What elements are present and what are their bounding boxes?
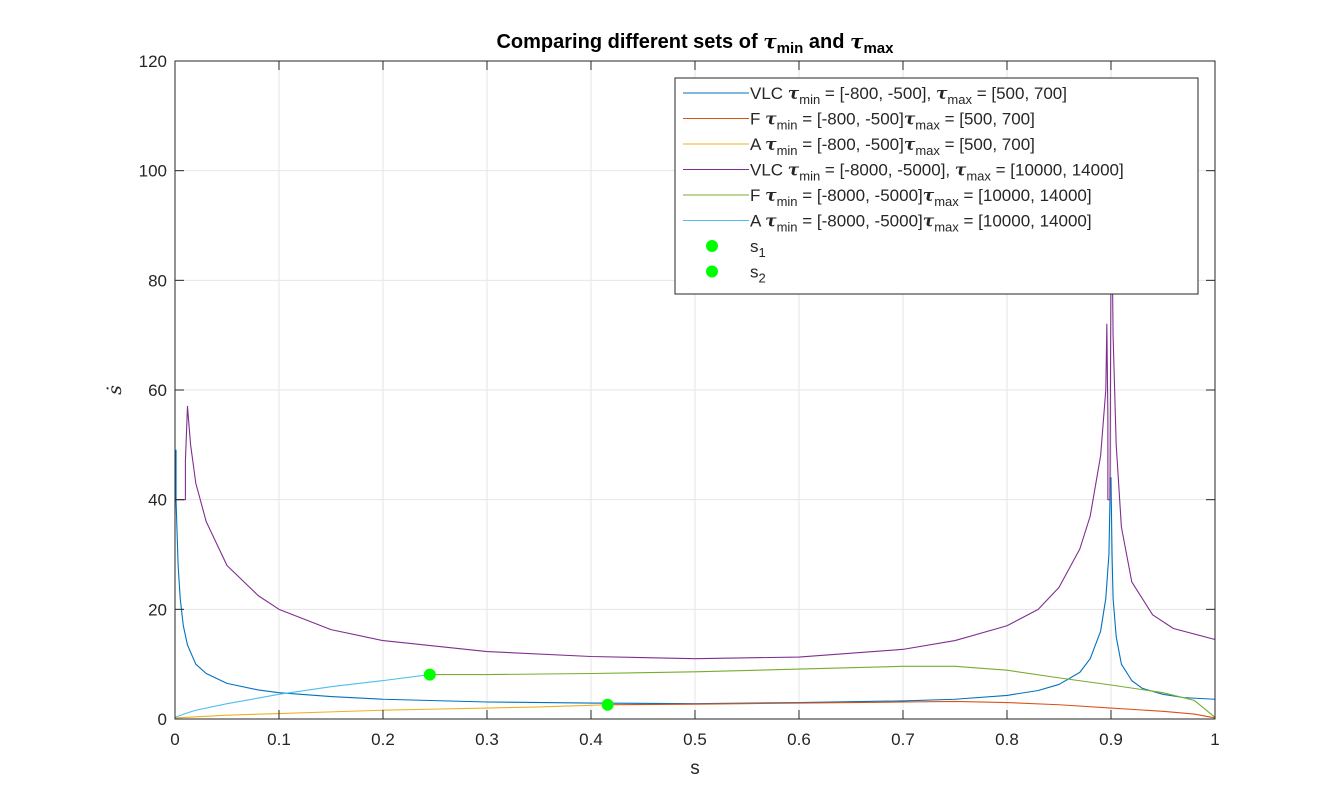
x-tick-label: 0.2 [371,730,395,749]
marker-s1 [601,698,614,711]
legend-label-2: F τmin = [-800, -500]τmax = [500, 700] [750,110,1035,133]
y-tick-label: 40 [148,491,167,510]
x-tick-label: 0.6 [787,730,811,749]
marker-s2 [423,668,436,681]
y-tick-label: 80 [148,271,167,290]
series-line-5 [429,665,1216,718]
legend-label-6: A τmin = [-8000, -5000]τmax = [10000, 14… [750,212,1092,235]
series-line-6 [174,674,430,718]
marker-layer [423,668,614,711]
x-tick-label: 0.1 [267,730,291,749]
y-tick-label: 0 [158,710,167,729]
series-layer [174,235,1216,719]
y-tick-label: 100 [139,162,167,181]
x-tick-label: 0.3 [475,730,499,749]
y-tick-label: 120 [139,52,167,71]
legend-marker-s2 [706,265,718,278]
x-tick-label: 0.8 [995,730,1019,749]
legend-label-s1: s1 [750,237,766,260]
legend-label-4: VLC τmin = [-8000, -5000], τmax = [10000… [750,161,1124,184]
y-tick-label: 60 [148,381,167,400]
series-line-3 [174,704,608,719]
y-tick-label: 20 [148,600,167,619]
ticks: 0 0.1 0.2 0.3 0.4 0.5 0.6 0.7 0.8 0.9 1 0 20 40 60 80 10… [139,52,1220,749]
x-tick-label: 0.5 [683,730,707,749]
legend-marker-s1 [706,240,718,252]
legend-label-1: VLC τmin = [-800, -500], τmax = [500, 70… [750,84,1067,107]
x-tick-label: 0.4 [579,730,603,749]
series-line-2 [607,700,1216,719]
series-line-1 [175,449,1216,705]
x-tick-label: 1 [1210,730,1219,749]
series-line-4 [175,235,1216,660]
x-tick-label: 0.7 [891,730,915,749]
y-axis-label: ṡ [104,385,126,395]
legend-box [674,77,1199,295]
chart-title: Comparing different sets of τmin and τma… [496,29,894,57]
x-tick-label: 0 [170,730,179,749]
legend: VLC τmin = [-800, -500], τmax = [500, 70… [674,77,1199,295]
legend-label-s2: s2 [750,263,766,286]
x-tick-label: 0.9 [1099,730,1123,749]
x-axis-label: s [690,758,700,779]
legend-label-3: A τmin = [-800, -500]τmax = [500, 700] [750,135,1035,158]
legend-label-5: F τmin = [-8000, -5000]τmax = [10000, 14… [750,186,1092,209]
